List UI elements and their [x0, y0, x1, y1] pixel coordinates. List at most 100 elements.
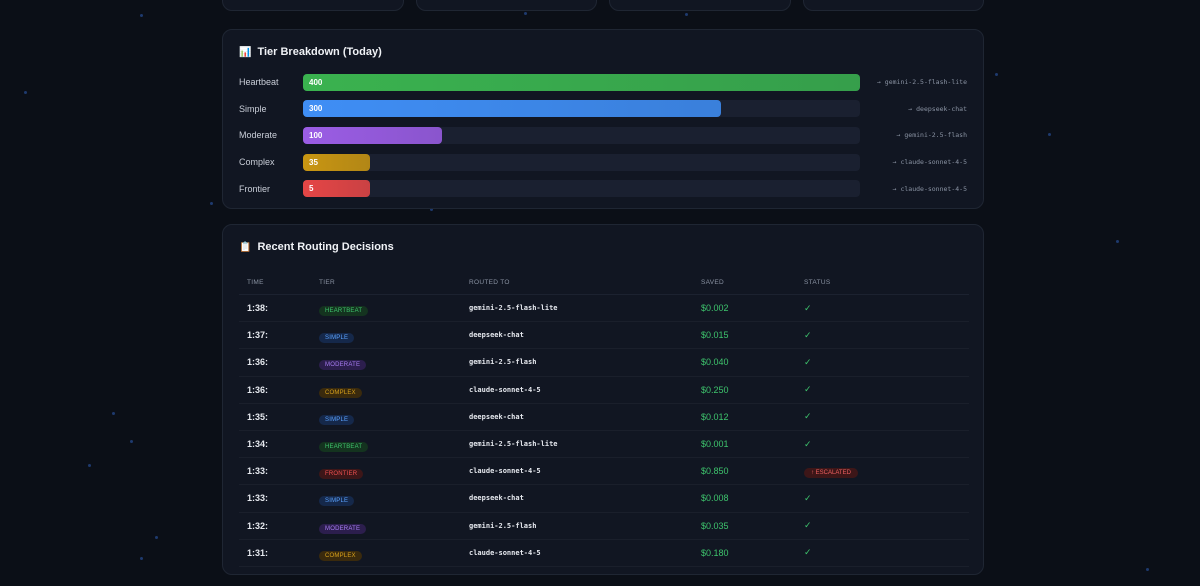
tier-model: → claude-sonnet-4-5	[892, 158, 967, 167]
success-check-icon: ✓	[804, 547, 812, 558]
column-header-saved: SAVED	[701, 279, 725, 286]
row-saved: $0.008	[701, 493, 729, 504]
row-time: 1:31:	[247, 547, 269, 558]
background-dot	[430, 208, 433, 211]
background-dot	[140, 557, 143, 560]
table-row[interactable]: 1:33: SIMPLE deepseek-chat $0.008 ✓	[239, 485, 969, 513]
row-tier: COMPLEX	[319, 381, 469, 399]
background-dot	[524, 12, 527, 15]
tier-bar-track: 35	[303, 153, 860, 171]
tier-badge: FRONTIER	[319, 469, 364, 480]
table-row[interactable]: 1:34: HEARTBEAT gemini-2.5-flash-lite $0.00…	[239, 431, 969, 459]
row-saved: $0.001	[701, 439, 729, 450]
table-row[interactable]: 1:35: SIMPLE deepseek-chat $0.012 ✓	[239, 404, 969, 431]
table-row[interactable]: 1:36: COMPLEX claude-sonnet-4-5 $0.250 ✓	[239, 377, 969, 404]
tier-count: 35	[309, 157, 318, 167]
tier-badge: SIMPLE	[319, 496, 355, 507]
row-routed-to: gemini-2.5-flash	[469, 358, 537, 367]
tier-model: → gemini-2.5-flash-lite	[876, 78, 967, 87]
tier-badge: COMPLEX	[319, 387, 362, 398]
tier-badge: HEARTBEAT	[319, 442, 369, 453]
row-saved: $0.015	[701, 330, 729, 341]
row-tier: SIMPLE	[319, 408, 469, 426]
tier-row-heartbeat: Heartbeat 400 → gemini-2.5-flash-lite	[239, 69, 967, 96]
table-row[interactable]: 1:38: HEARTBEAT gemini-2.5-flash-lite $0.00…	[239, 295, 969, 323]
tier-row-complex: Complex 35 → claude-sonnet-4-5	[239, 149, 967, 176]
clipboard-icon: 📋	[239, 241, 252, 253]
table-row[interactable]: 1:32: MODERATE gemini-2.5-flash $0.035 ✓	[239, 513, 969, 540]
background-dot	[1146, 568, 1149, 571]
row-tier: COMPLEX	[319, 544, 469, 562]
row-routed-to: claude-sonnet-4-5	[469, 548, 541, 557]
row-routed-to: claude-sonnet-4-5	[469, 385, 541, 394]
success-check-icon: ✓	[804, 520, 812, 531]
success-check-icon: ✓	[804, 302, 812, 313]
row-time: 1:37:	[247, 330, 269, 341]
background-dot	[1048, 133, 1051, 136]
row-status: ✓	[804, 330, 969, 341]
tier-label: Simple	[239, 103, 267, 114]
row-routed-to: deepseek-chat	[469, 331, 524, 340]
background-dot	[130, 440, 133, 443]
row-tier: HEARTBEAT	[319, 299, 469, 317]
row-saved: $0.035	[701, 520, 729, 531]
tier-bar-fill	[303, 73, 860, 91]
row-tier: FRONTIER	[319, 462, 469, 480]
tier-breakdown-title: 📊 Tier Breakdown (Today)	[239, 46, 967, 58]
row-status: ✓	[804, 303, 969, 314]
row-tier: MODERATE	[319, 353, 469, 371]
bar-chart-icon: 📊	[239, 46, 252, 58]
column-header-time: TIME	[247, 279, 264, 286]
table-row[interactable]: 1:36: MODERATE gemini-2.5-flash $0.040 ✓	[239, 349, 969, 377]
escalated-badge: ↑ ESCALATED	[804, 468, 858, 479]
tier-bar-track: 400	[303, 73, 860, 91]
table-header: TIME TIER ROUTED TO SAVED STATUS	[239, 271, 969, 295]
success-check-icon: ✓	[804, 329, 812, 340]
tier-label: Moderate	[239, 130, 278, 141]
stat-card	[609, 0, 791, 11]
row-status: ✓	[804, 520, 969, 531]
tier-breakdown-title-text: Tier Breakdown (Today)	[257, 46, 382, 58]
tier-badge: COMPLEX	[319, 550, 362, 561]
tier-row-simple: Simple 300 → deepseek-chat	[239, 96, 967, 123]
routing-decisions-table: TIME TIER ROUTED TO SAVED STATUS 1:38: HE…	[239, 271, 969, 567]
row-status: ✓	[804, 357, 969, 368]
row-time: 1:36:	[247, 384, 269, 395]
success-check-icon: ✓	[804, 411, 812, 422]
row-status: ✓	[804, 547, 969, 558]
stat-card	[415, 0, 597, 11]
row-saved: $0.850	[701, 466, 729, 477]
row-saved: $0.180	[701, 547, 729, 558]
row-routed-to: gemini-2.5-flash	[469, 521, 537, 530]
table-row[interactable]: 1:31: COMPLEX claude-sonnet-4-5 $0.180 ✓	[239, 540, 969, 567]
tier-label: Heartbeat	[239, 77, 279, 88]
background-dot	[24, 91, 27, 94]
tier-count: 400	[309, 77, 323, 87]
row-time: 1:36:	[247, 357, 269, 368]
tier-badge: SIMPLE	[319, 414, 355, 425]
background-dot	[995, 73, 998, 76]
row-tier: HEARTBEAT	[319, 435, 469, 453]
row-saved: $0.002	[701, 303, 729, 314]
tier-count: 5	[309, 184, 314, 194]
row-status: ✓	[804, 439, 969, 450]
table-row[interactable]: 1:37: SIMPLE deepseek-chat $0.015 ✓	[239, 322, 969, 350]
tier-count: 100	[309, 130, 323, 140]
routing-decisions-title-text: Recent Routing Decisions	[257, 241, 394, 253]
success-check-icon: ✓	[804, 492, 812, 503]
tier-bar-fill	[303, 126, 443, 144]
tier-model: → claude-sonnet-4-5	[892, 184, 967, 193]
row-routed-to: gemini-2.5-flash-lite	[469, 304, 558, 313]
stat-card	[222, 0, 404, 11]
row-time: 1:33:	[247, 493, 269, 504]
tier-model: → gemini-2.5-flash	[896, 131, 967, 140]
background-dot	[1116, 240, 1119, 243]
table-row[interactable]: 1:33: FRONTIER claude-sonnet-4-5 $0.850 ↑ ES…	[239, 458, 969, 486]
column-header-tier: TIER	[319, 279, 336, 286]
tier-badge: SIMPLE	[319, 333, 355, 344]
tier-badge: MODERATE	[319, 360, 367, 371]
row-status: ✓	[804, 411, 969, 422]
success-check-icon: ✓	[804, 384, 812, 395]
tier-label: Complex	[239, 157, 275, 168]
row-routed-to: claude-sonnet-4-5	[469, 467, 541, 476]
